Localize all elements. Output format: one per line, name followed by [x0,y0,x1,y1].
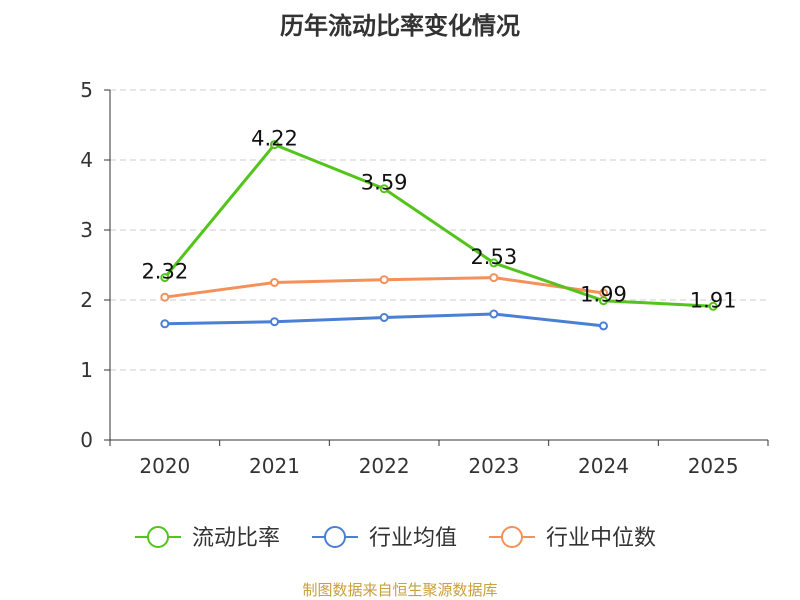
legend-item-1[interactable]: 行业均值 [312,526,457,551]
y-tick-label: 0 [80,428,93,452]
data-label: 1.99 [580,283,627,307]
data-label: 4.22 [251,127,298,151]
data-point [160,292,170,302]
data-label: 3.59 [361,171,408,195]
legend-swatch-marker [324,526,346,548]
x-tick-label: 2021 [249,454,300,478]
series-lines [160,140,718,331]
data-point [708,301,718,311]
data-point [489,273,499,283]
legend: 流动比率 行业均值 行业中位数 [135,526,656,551]
data-point [489,258,499,268]
x-tick-label: 2022 [359,454,410,478]
grid-lines [110,89,768,371]
y-tick-label: 3 [80,218,93,242]
legend-label: 行业均值 [369,526,457,551]
legend-swatch-marker [501,526,523,548]
data-point [379,184,389,194]
data-label: 2.32 [141,260,188,284]
y-tick-label: 1 [80,358,93,382]
legend-item-0[interactable]: 流动比率 [135,526,280,551]
axes: 0 1 2 3 4 5 2020 2021 2022 2023 2024 2025 [80,78,769,478]
data-point [270,278,279,287]
legend-label: 行业中位数 [546,526,656,551]
data-point [599,296,608,306]
data-labels: 2.32 4.22 3.59 2.53 1.99 1.91 [141,127,736,313]
chart-title: 历年流动比率变化情况 [280,12,520,40]
legend-label: 流动比率 [192,526,280,551]
y-tick-label: 2 [80,288,93,312]
data-point [160,273,170,283]
data-label: 1.91 [690,288,737,312]
series-line-0 [163,143,714,308]
data-point [160,319,170,329]
x-tick-label: 2023 [468,454,519,478]
data-point [379,275,389,285]
y-tick-label: 5 [80,78,93,102]
data-source-note: 制图数据来自恒生聚源数据库 [302,581,498,599]
data-label: 2.53 [470,245,517,269]
x-tick-label: 2025 [688,454,739,478]
legend-swatch-marker [147,526,169,548]
data-point [270,317,279,327]
x-tick-label: 2020 [139,454,190,478]
y-tick-label: 4 [80,148,93,172]
data-point [270,140,279,150]
data-point [379,313,389,322]
x-tick-label: 2024 [578,454,629,478]
data-point [599,321,608,331]
legend-item-2[interactable]: 行业中位数 [489,526,656,551]
data-point [489,309,499,319]
